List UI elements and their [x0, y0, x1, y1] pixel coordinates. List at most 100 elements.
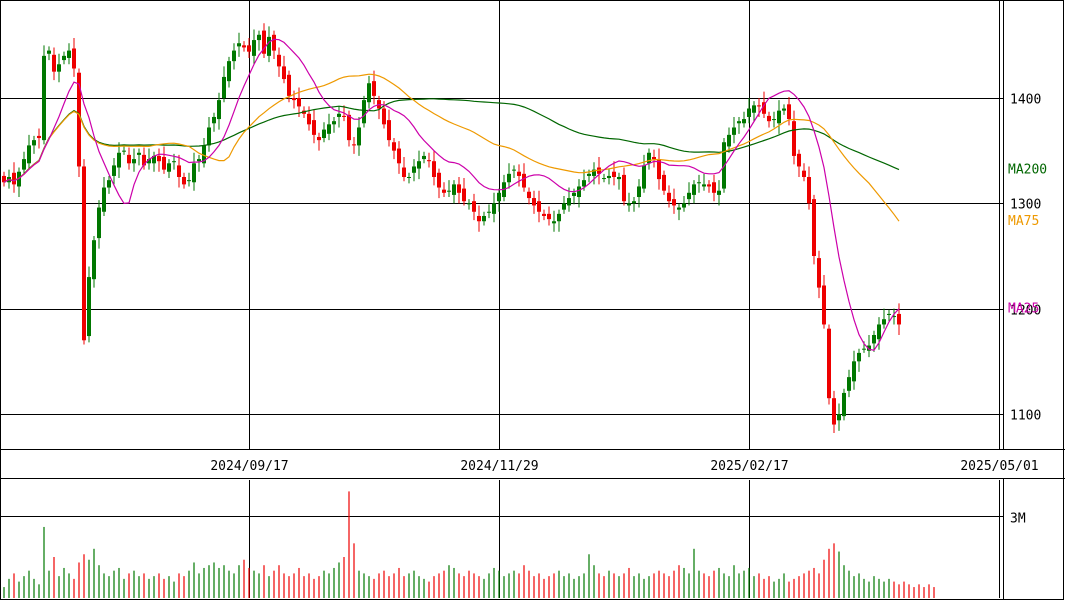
candle-body [382, 108, 386, 125]
candle-body [637, 186, 641, 198]
candle-body [257, 34, 261, 41]
candle-body [787, 104, 791, 120]
candle-body [162, 156, 166, 170]
candle-body [137, 152, 141, 155]
candle-body [82, 166, 86, 341]
candle-body [767, 115, 771, 122]
candle-body [667, 192, 671, 202]
candle-body [742, 119, 746, 124]
candle-body [292, 98, 296, 101]
candle-body [792, 121, 796, 156]
candle-body [187, 180, 191, 182]
volume-tick-label: 3M [1010, 512, 1026, 527]
candle-body [147, 159, 151, 164]
candle-body [892, 316, 896, 318]
candle-body [437, 172, 441, 188]
candle-body [497, 192, 501, 202]
candle-body [572, 192, 576, 196]
candle-body [557, 213, 561, 222]
candle-body [172, 161, 176, 163]
candle-body [177, 165, 181, 177]
candle-body [542, 213, 546, 216]
candle-body [262, 30, 266, 54]
candle-body [522, 173, 526, 188]
candle-body [322, 129, 326, 139]
candle-body [727, 134, 731, 147]
candle-body [877, 324, 881, 340]
candle-body [57, 64, 61, 72]
candle-body [102, 187, 106, 212]
candle-body [62, 55, 66, 61]
candle-body [657, 159, 661, 180]
candle-body [842, 392, 846, 417]
candle-body [602, 178, 606, 180]
candle-body [807, 177, 811, 204]
candle-body [802, 170, 806, 177]
candle-body [122, 150, 126, 152]
candle-body [277, 54, 281, 67]
candle-body [492, 203, 496, 214]
candle-body [717, 190, 721, 195]
candle-body [367, 83, 371, 103]
candle-body [617, 177, 621, 180]
candle-body [462, 188, 466, 202]
candle-body [72, 48, 76, 69]
candle-body [217, 100, 221, 120]
candle-body [777, 110, 781, 124]
candle-body [692, 184, 696, 195]
candle-body [887, 313, 891, 315]
candle-body [47, 50, 51, 54]
candle-body [772, 119, 776, 121]
candle-body [227, 61, 231, 82]
candle-body [762, 102, 766, 114]
candle-body [412, 166, 416, 173]
candle-body [212, 116, 216, 124]
candle-body [372, 81, 376, 96]
candle-body [747, 108, 751, 117]
candle-body [67, 50, 71, 58]
candle-body [782, 108, 786, 111]
candle-body [357, 127, 361, 146]
candle-body [837, 414, 841, 421]
candle-body [202, 145, 206, 164]
candle-body [107, 180, 111, 188]
candle-body [532, 198, 536, 206]
candle-body [157, 155, 161, 162]
candle-body [132, 159, 136, 164]
candle-body [822, 285, 826, 325]
candle-body [547, 213, 551, 220]
candle-body [207, 127, 211, 146]
candle-body [12, 172, 16, 185]
candles [2, 23, 901, 433]
candle-body [317, 136, 321, 141]
grid-lines [0, 0, 1003, 598]
candle-body [152, 155, 156, 164]
candle-body [347, 114, 351, 141]
candle-body [387, 120, 391, 141]
candle-body [682, 203, 686, 208]
candle-body [222, 76, 226, 98]
candle-body [417, 161, 421, 169]
candle-body [862, 348, 866, 350]
candle-body [587, 173, 591, 176]
candle-body [77, 72, 81, 167]
candle-body [22, 159, 26, 170]
candle-body [392, 142, 396, 151]
candle-body [672, 199, 676, 206]
candle-body [652, 156, 656, 160]
candle-body [592, 169, 596, 176]
candle-body [642, 165, 646, 189]
candle-body [467, 203, 471, 205]
candle-body [282, 66, 286, 80]
candle-body [197, 159, 201, 162]
candle-body [457, 184, 461, 193]
candle-body [627, 203, 631, 206]
candle-body [452, 184, 456, 195]
candle-body [352, 144, 356, 146]
candle-body [607, 175, 611, 179]
ma-label: MA75 [1008, 214, 1039, 229]
candle-body [252, 40, 256, 56]
ma-label: MA200 [1008, 163, 1047, 178]
volume-bars [3, 491, 935, 598]
